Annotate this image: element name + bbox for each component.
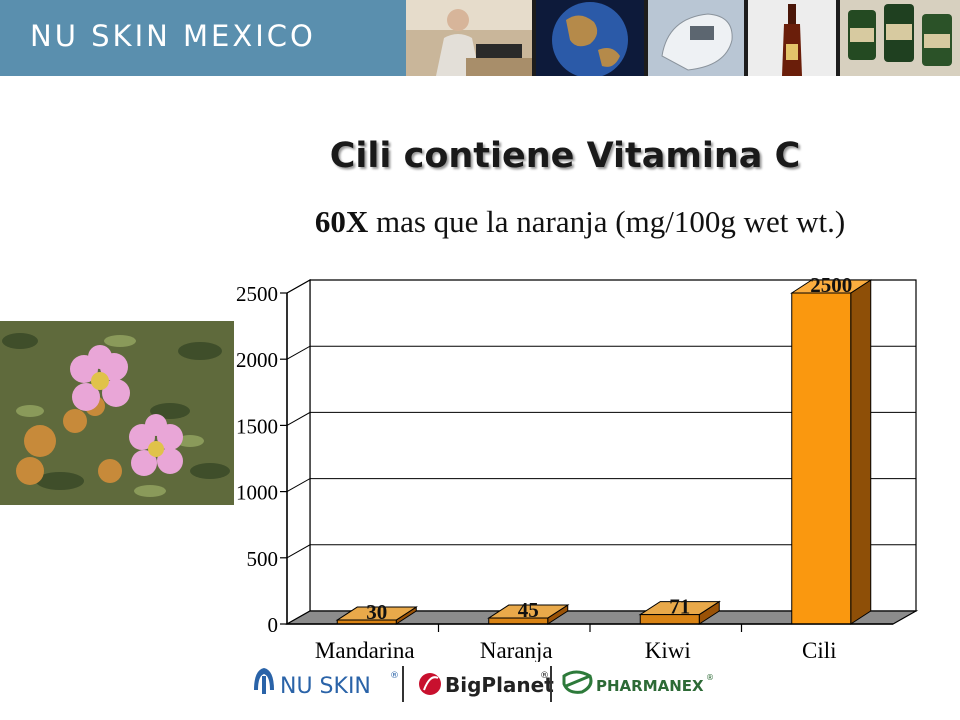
device-photo [648, 0, 744, 76]
gridline [286, 279, 916, 294]
supplement-jars-photo [840, 0, 960, 76]
vitamin-c-bar-chart: 0 500 1000 1500 2000 2500 30 45 71 2500 Mandarin… [236, 273, 919, 662]
data-label: 45 [518, 598, 539, 622]
x-axis: Mandarina Naranja Kiwi Cili [287, 623, 893, 662]
y-axis: 0 500 1000 1500 2000 2500 [236, 282, 288, 637]
y-tick-label: 1000 [236, 481, 278, 505]
x-tick-label: Naranja [480, 638, 553, 662]
gridline [286, 544, 916, 559]
x-tick-label: Cili [802, 638, 837, 662]
subtitle-rest: mas que la naranja (mg/100g wet wt.) [368, 204, 846, 239]
logo-divider [402, 666, 404, 702]
y-tick-label: 500 [247, 547, 279, 571]
pharmanex-registered-mark: ® [706, 673, 714, 682]
header-photo-strip [406, 0, 960, 76]
bigplanet-registered-mark: ® [540, 671, 549, 681]
x-tick-label: Mandarina [315, 638, 415, 662]
chart-bars: 30 45 71 2500 [335, 273, 873, 625]
data-label: 2500 [810, 273, 852, 297]
subtitle-bold: 60X [314, 204, 369, 239]
x-tick-label: Kiwi [645, 638, 691, 662]
bar-side [850, 279, 872, 625]
nu-skin-registered-mark: ® [390, 671, 399, 681]
bar-mandarina: 30 [335, 600, 418, 625]
bottle-photo [748, 0, 836, 76]
pharmanex-logo-text: PHARMANEX [596, 677, 704, 695]
bigplanet-logo-icon [419, 673, 441, 695]
footer-logos: NU SKIN ® BigPlanet ® PHARMANEX ® [254, 666, 714, 702]
bigplanet-logo-text: BigPlanet [445, 673, 554, 697]
bar-front [791, 292, 852, 625]
chart-grid [286, 279, 916, 559]
bar-naranja: 45 [487, 598, 570, 625]
bar-kiwi: 71 [638, 595, 721, 625]
y-tick-label: 2500 [236, 282, 278, 306]
chart-walls [284, 278, 919, 626]
y-tick-label: 1500 [236, 414, 278, 438]
y-tick-label: 2000 [236, 348, 278, 372]
globe-photo [536, 0, 644, 76]
brand-title: NU SKIN MEXICO [30, 19, 316, 53]
pharmanex-logo-icon [562, 670, 593, 694]
gridline [286, 411, 916, 426]
chart-side-wall [286, 278, 311, 626]
bar-cili: 2500 [790, 273, 873, 625]
gridline [286, 478, 916, 493]
slide-subtitle: 60X mas que la naranja (mg/100g wet wt.) [200, 204, 960, 240]
nu-skin-logo-icon [254, 668, 274, 694]
nu-skin-logo-text: NU SKIN [280, 674, 371, 699]
slide-title: Cili contiene Vitamina C [329, 136, 801, 176]
logo-divider-2 [550, 666, 552, 702]
data-label: 30 [366, 600, 387, 624]
gridline [286, 345, 916, 360]
rosehip-flower-photo [0, 321, 234, 505]
man-writing-photo [406, 0, 532, 76]
y-tick-label: 0 [268, 613, 279, 637]
header-banner: NU SKIN MEXICO [0, 0, 960, 76]
data-label: 71 [669, 595, 690, 619]
